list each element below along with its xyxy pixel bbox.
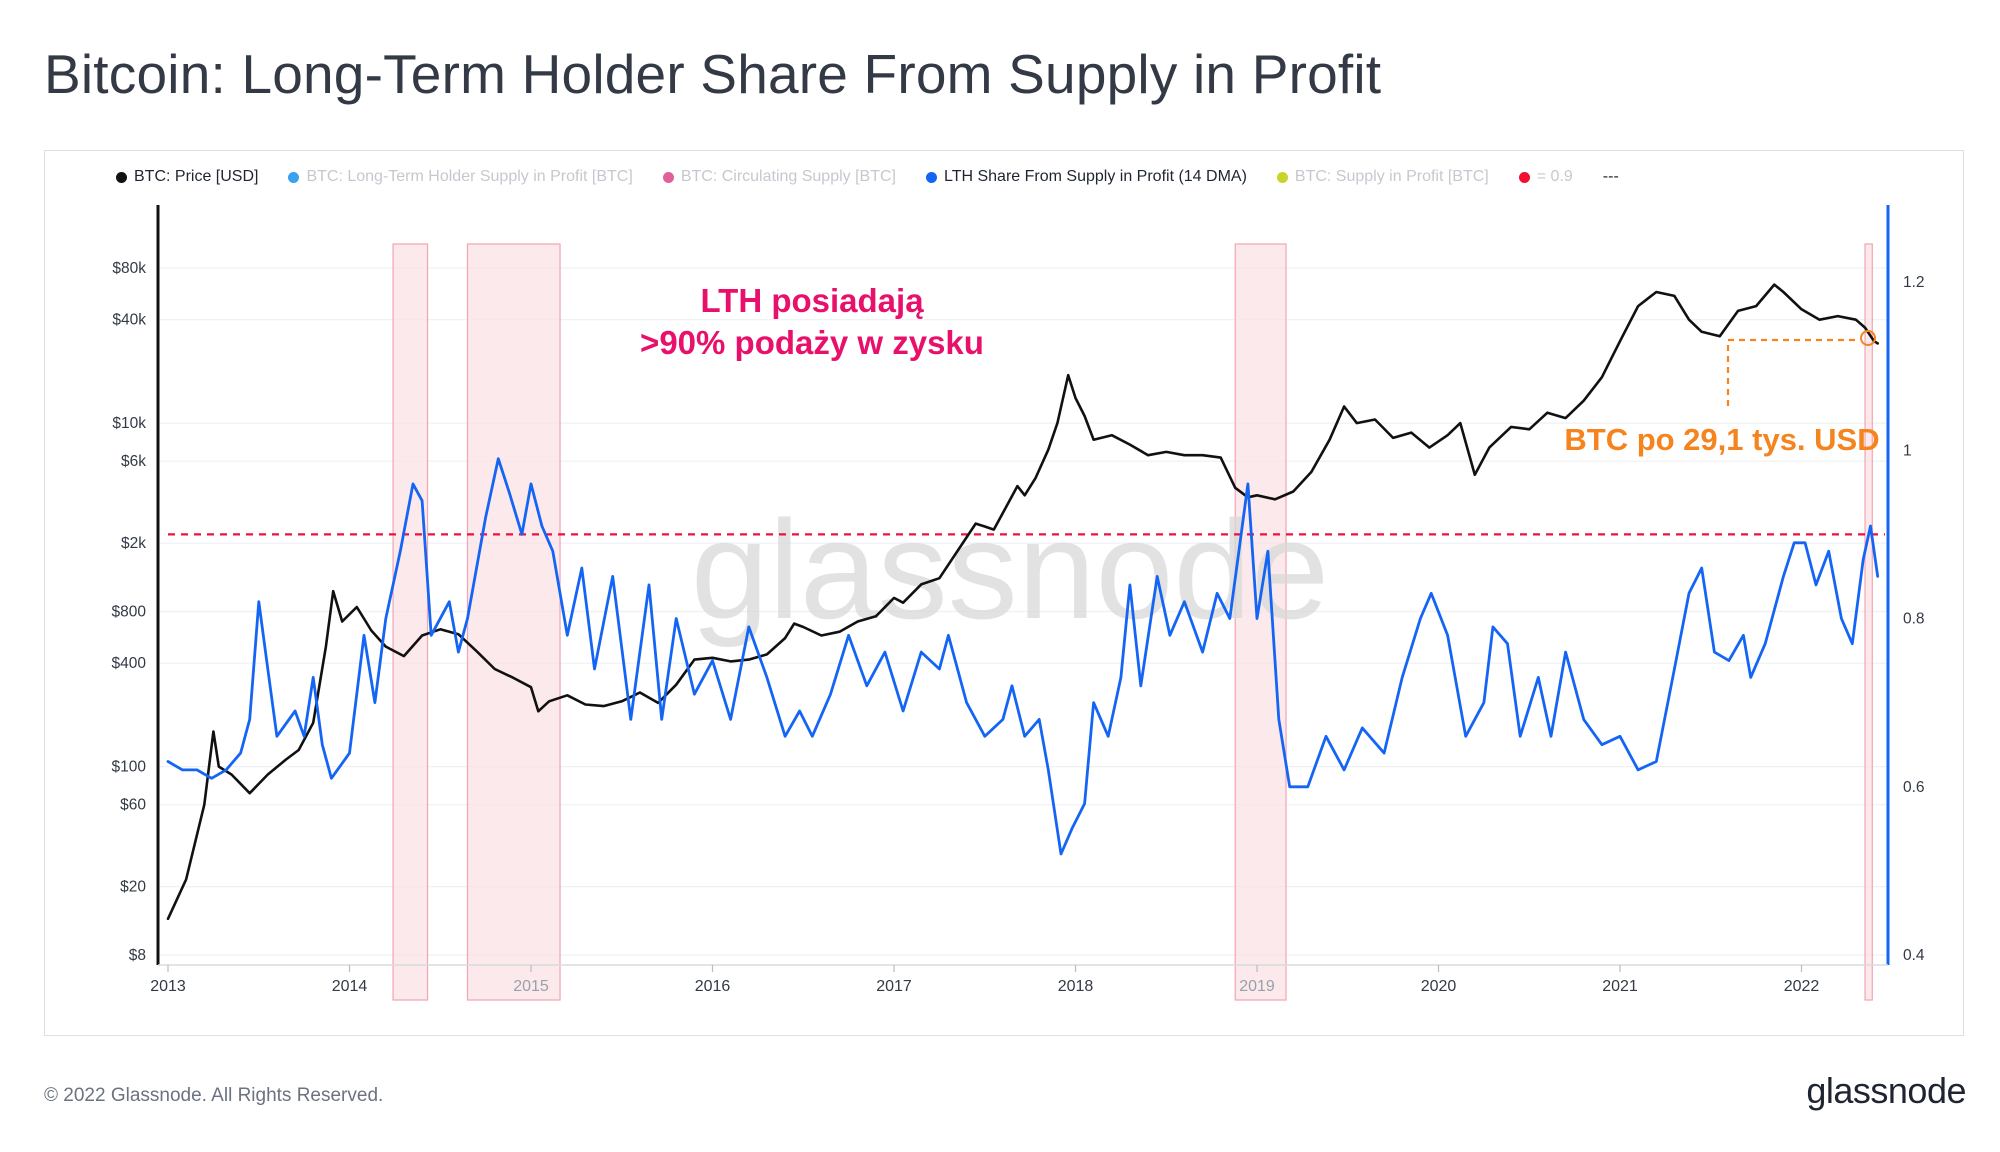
price-marker: [1860, 330, 1876, 346]
y-left-tick-label: $100: [112, 759, 147, 776]
chart-panel: [44, 150, 1964, 1036]
highlight-period: [1234, 243, 1287, 1001]
x-tick-label: 2019: [1239, 978, 1275, 995]
chart-legend: BTC: Price [USD] BTC: Long-Term Holder Su…: [116, 168, 1619, 186]
page-title: Bitcoin: Long-Term Holder Share From Sup…: [44, 43, 1382, 105]
x-tick-label: 2020: [1421, 978, 1457, 995]
legend-label: ---: [1602, 168, 1619, 185]
highlight-period: [466, 243, 561, 1001]
y-right-tick-label: 0.4: [1903, 947, 1925, 964]
legend-label: BTC: Circulating Supply [BTC]: [680, 168, 896, 185]
legend-label: BTC: Supply in Profit [BTC]: [1294, 168, 1489, 185]
legend-dot-icon: [1276, 171, 1288, 183]
y-left-tick-label: $20: [120, 879, 146, 896]
legend-dot-icon: [1518, 171, 1530, 183]
y-right-tick-label: 1: [1903, 442, 1912, 459]
legend-dot-icon: [662, 171, 674, 183]
legend-label: LTH Share From Supply in Profit (14 DMA): [944, 168, 1247, 185]
y-left-tick-label: $40k: [112, 312, 146, 329]
x-tick-label: 2014: [332, 978, 368, 995]
legend-dot-icon: [116, 171, 127, 183]
footer-logo[interactable]: glassnode: [1806, 1070, 1966, 1111]
x-tick-label: 2016: [695, 978, 731, 995]
price-guide-line: [1726, 338, 1860, 406]
x-tick-label: 2017: [876, 978, 912, 995]
highlight-periods: [392, 243, 1873, 1001]
x-tick-label: 2015: [513, 978, 549, 995]
watermark: glassnode: [691, 491, 1329, 648]
legend-item[interactable]: BTC: Supply in Profit [BTC]: [1276, 168, 1489, 186]
y-left-tick-label: $6k: [121, 453, 146, 470]
legend-dot-icon: [926, 171, 937, 183]
legend-dot-icon: [288, 171, 300, 183]
y-right-tick-label: 0.8: [1903, 611, 1925, 628]
legend-label: BTC: Price [USD]: [134, 168, 259, 185]
lth-share-line: [166, 457, 1880, 856]
annotation-lth-line2: >90% podaży w zysku: [640, 324, 984, 361]
y-left-tick-label: $8: [129, 947, 146, 964]
y-left-tick-label: $2k: [121, 535, 146, 552]
x-tick-label: 2013: [150, 978, 186, 995]
legend-label: = 0.9: [1536, 168, 1573, 185]
x-tick-label: 2018: [1058, 978, 1094, 995]
legend-item[interactable]: = 0.9: [1518, 168, 1573, 186]
axes: $8 $20 $60 $100 $400 $800 $2k $6k $10k $40k $80k 0.…: [112, 205, 1925, 995]
x-tick-label: 2022: [1784, 978, 1820, 995]
y-left-tick-label: $80k: [112, 260, 146, 277]
grid-lines: [160, 267, 1888, 956]
highlight-period: [392, 243, 429, 1001]
legend-item[interactable]: BTC: Long-Term Holder Supply in Profit […: [288, 168, 633, 186]
y-left-tick-label: $800: [112, 604, 147, 621]
legend-item[interactable]: BTC: Circulating Supply [BTC]: [662, 168, 896, 186]
legend-item[interactable]: ---: [1603, 168, 1619, 186]
legend-label: BTC: Long-Term Holder Supply in Profit […: [306, 168, 633, 185]
legend-item[interactable]: LTH Share From Supply in Profit (14 DMA): [926, 168, 1247, 186]
x-tick-label: 2021: [1602, 978, 1638, 995]
annotations: LTH posiadają >90% podaży w zysku BTC po…: [640, 282, 1880, 457]
y-left-tick-label: $10k: [112, 415, 146, 432]
annotation-lth-line1: LTH posiadają: [700, 282, 924, 319]
footer-copyright: © 2022 Glassnode. All Rights Reserved.: [44, 1085, 384, 1106]
highlight-period: [1864, 243, 1873, 1001]
annotation-btc-price: BTC po 29,1 tys. USD: [1564, 422, 1879, 457]
y-right-tick-label: 0.6: [1903, 779, 1925, 796]
y-left-tick-label: $60: [120, 797, 146, 814]
y-right-tick-label: 1.2: [1903, 274, 1925, 291]
legend-item[interactable]: BTC: Price [USD]: [116, 168, 258, 186]
y-left-tick-label: $400: [112, 655, 147, 672]
